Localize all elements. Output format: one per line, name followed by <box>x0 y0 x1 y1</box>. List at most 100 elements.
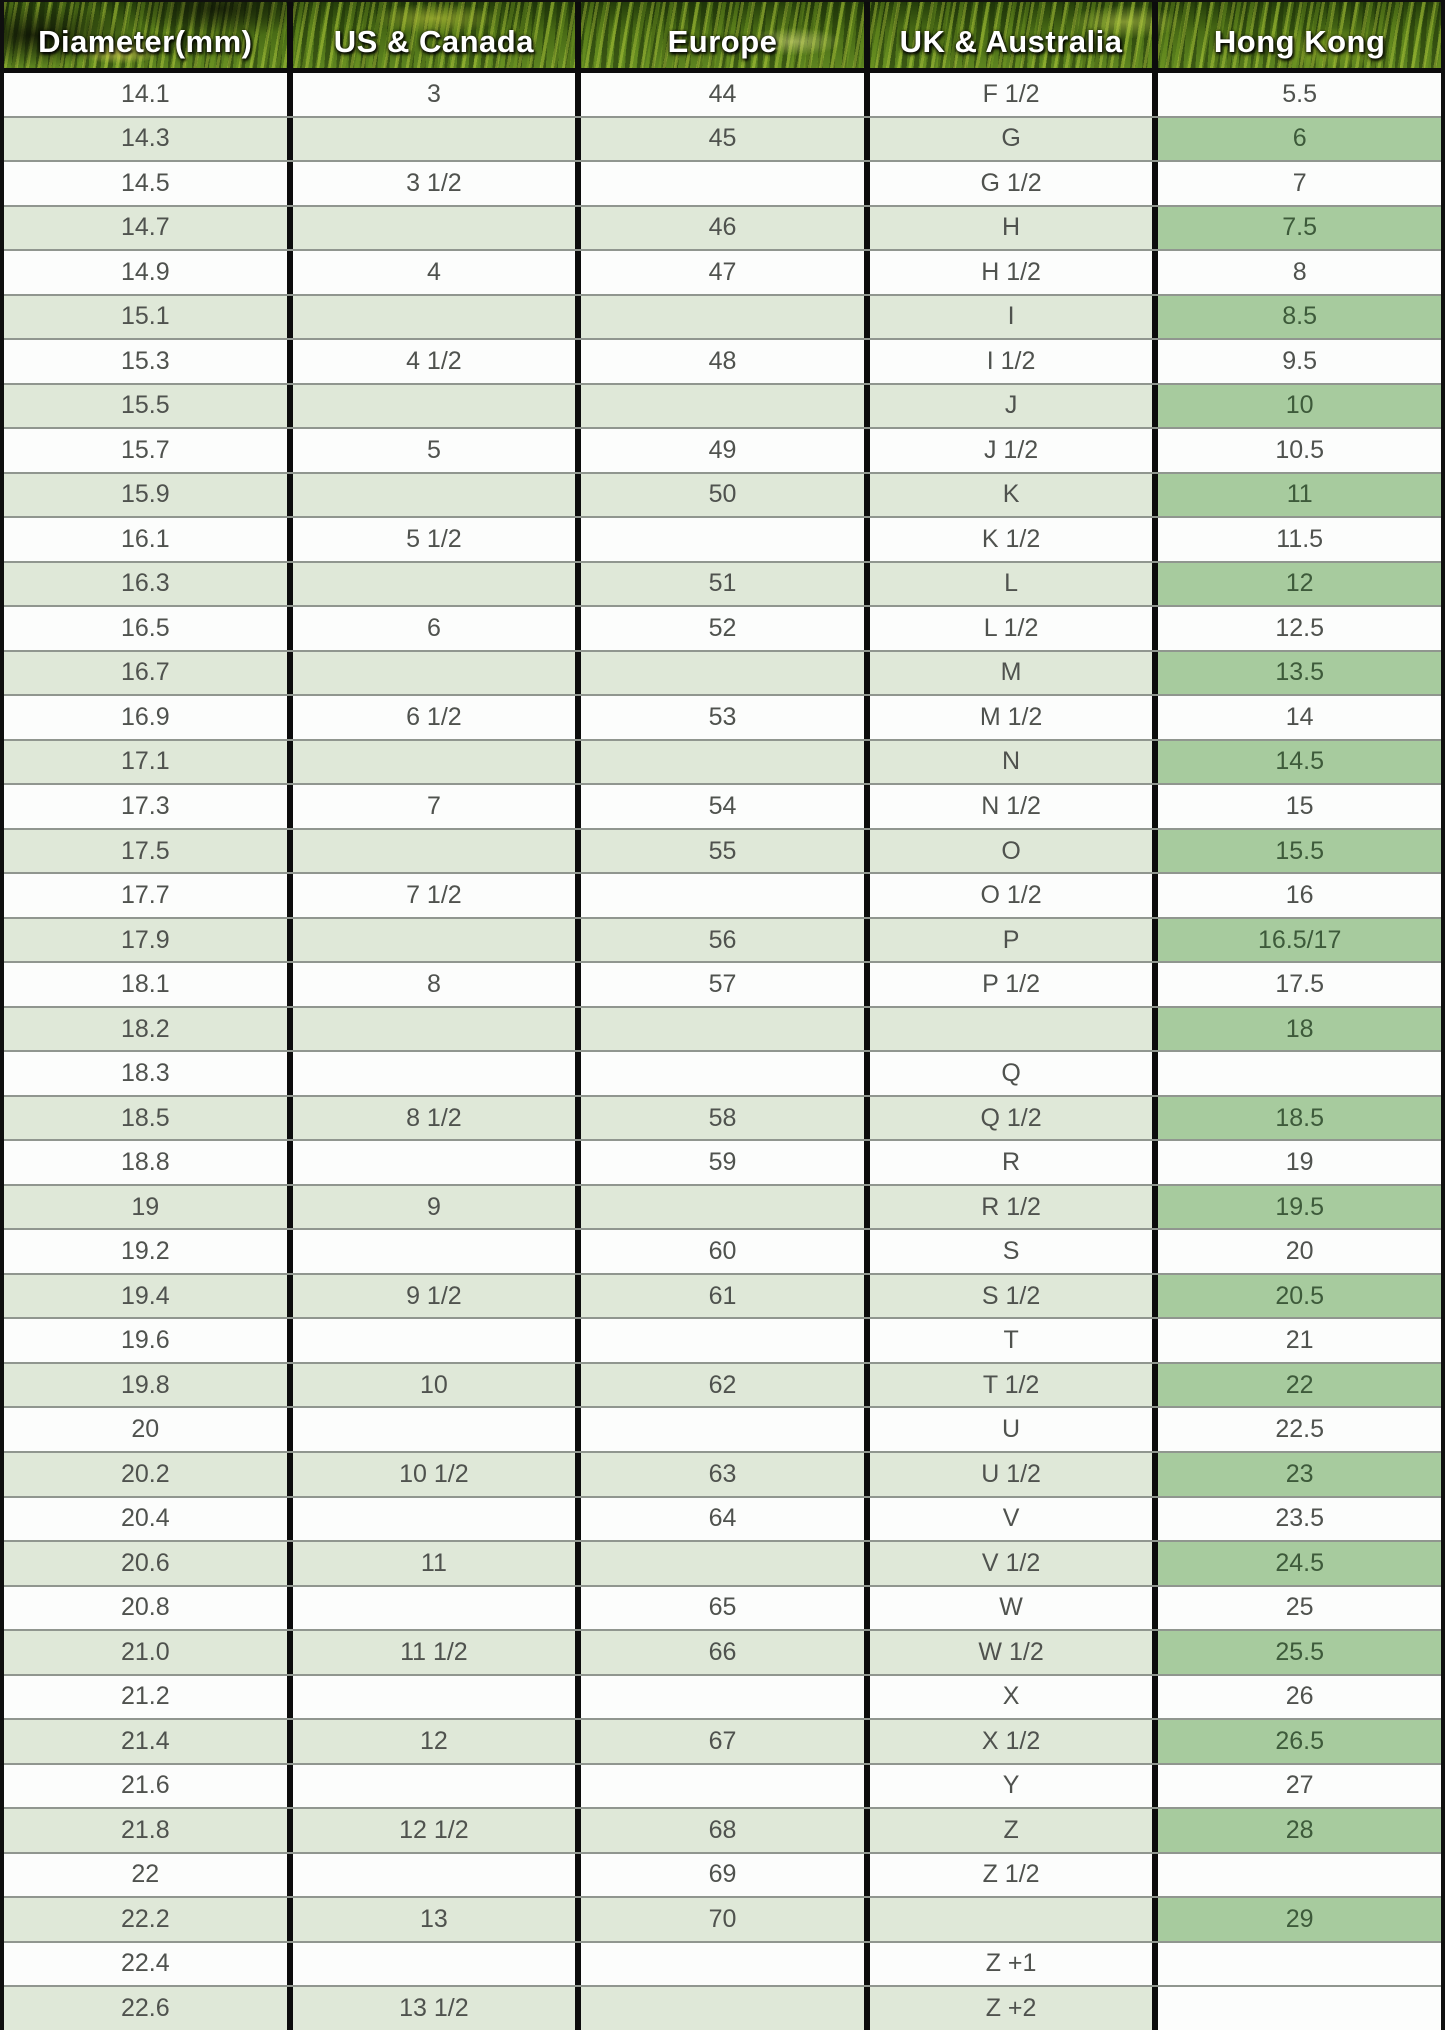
table-cell: 46 <box>581 206 870 250</box>
table-cell: H <box>870 206 1159 250</box>
table-cell: W 1/2 <box>870 1631 1159 1674</box>
table-cell: U <box>870 1408 1159 1451</box>
table-row: 22.6 13 1/2 Z +2 <box>4 1985 1441 2030</box>
table-cell: 12 <box>293 1720 582 1763</box>
table-cell: I <box>870 295 1159 339</box>
table-cell: 19.8 <box>4 1363 293 1407</box>
table-cell <box>293 1764 582 1808</box>
table-cell: P 1/2 <box>870 963 1159 1006</box>
table-cell: 11 1/2 <box>293 1631 582 1674</box>
table-cell: 19.2 <box>4 1230 293 1273</box>
table-row: 19 9 R 1/2 19.5 <box>4 1183 1441 1229</box>
table-row: 20.6 11 V 1/2 24.5 <box>4 1540 1441 1585</box>
table-row: 21.2 X 26 <box>4 1673 1441 1719</box>
table-row: 20.2 10 1/2 63 U 1/2 23 <box>4 1450 1441 1496</box>
table-row: 16.9 6 1/2 53 M 1/2 14 <box>4 694 1441 739</box>
table-row: 14.3 45 G 6 <box>4 115 1441 161</box>
table-cell: 62 <box>581 1363 870 1407</box>
table-cell: 10 1/2 <box>293 1452 582 1496</box>
table-cell: 58 <box>581 1096 870 1140</box>
table-cell: X <box>870 1675 1159 1719</box>
table-cell: 52 <box>581 607 870 650</box>
table-cell: S 1/2 <box>870 1274 1159 1318</box>
table-cell: 51 <box>581 562 870 606</box>
table-cell: 66 <box>581 1631 870 1674</box>
table-row: 21.8 12 1/2 68 Z 28 <box>4 1807 1441 1852</box>
table-cell: 21 <box>1285 1326 1314 1355</box>
table-cell <box>581 1408 870 1451</box>
table-cell: G <box>870 117 1159 161</box>
table-cell: 17.5 <box>1275 970 1324 999</box>
column-header-us-canada: US & Canada <box>293 2 582 68</box>
table-row: 15.5 J 10 <box>4 382 1441 428</box>
table-row: 18.3 Q <box>4 1050 1441 1095</box>
table-cell: 18 <box>1158 1007 1441 1051</box>
table-cell <box>1158 1987 1441 2030</box>
table-cell: 69 <box>581 1853 870 1897</box>
table-cell: M <box>870 651 1159 695</box>
table-cell: 23 <box>1158 1452 1441 1496</box>
table-cell <box>581 384 870 428</box>
table-cell <box>581 1185 870 1229</box>
table-cell <box>293 651 582 695</box>
table-cell: 13 <box>293 1898 582 1941</box>
table-cell: 9.5 <box>1282 346 1318 375</box>
table-cell: 19.4 <box>4 1274 293 1318</box>
table-cell: 6 <box>1158 117 1441 161</box>
table-cell: 15.5 <box>1158 829 1441 873</box>
table-cell: 60 <box>581 1230 870 1273</box>
table-row: 20.4 64 V 23.5 <box>4 1495 1441 1541</box>
table-cell <box>293 1497 582 1541</box>
table-cell: 11 <box>1158 473 1441 517</box>
table-cell: 16.5/17 <box>1158 918 1441 962</box>
table-cell: S <box>870 1230 1159 1273</box>
table-cell: 9 1/2 <box>293 1274 582 1318</box>
table-cell: 10.5 <box>1275 435 1324 464</box>
table-cell: W <box>870 1586 1159 1630</box>
table-cell: 8.5 <box>1158 295 1441 339</box>
table-cell: V 1/2 <box>870 1542 1159 1585</box>
table-cell <box>581 1764 870 1808</box>
table-cell: 15.3 <box>4 340 293 383</box>
table-cell: 14.9 <box>4 251 293 294</box>
table-cell <box>293 1230 582 1273</box>
table-row: 16.7 M 13.5 <box>4 649 1441 695</box>
table-cell: 22 <box>1158 1363 1441 1407</box>
table-cell <box>293 1675 582 1719</box>
table-cell <box>293 384 582 428</box>
table-row: 15.7 5 49 J 1/2 10.5 <box>4 427 1441 472</box>
table-cell: 20.8 <box>4 1586 293 1630</box>
table-row: 21.0 11 1/2 66 W 1/2 25.5 <box>4 1629 1441 1674</box>
table-cell: 20 <box>4 1408 293 1451</box>
table-cell: 14.5 <box>1158 740 1441 784</box>
table-cell: O 1/2 <box>870 874 1159 917</box>
table-cell: 59 <box>581 1141 870 1184</box>
table-cell: 61 <box>581 1274 870 1318</box>
table-cell: 22.4 <box>4 1942 293 1986</box>
table-cell: 13 1/2 <box>293 1987 582 2030</box>
table-cell: 22.2 <box>4 1898 293 1941</box>
table-cell <box>581 1052 870 1095</box>
table-row: 19.8 10 62 T 1/2 22 <box>4 1361 1441 1407</box>
table-cell: 56 <box>581 918 870 962</box>
table-cell: 45 <box>581 117 870 161</box>
table-cell: 8 <box>293 963 582 1006</box>
table-cell: 18.1 <box>4 963 293 1006</box>
table-cell <box>581 1675 870 1719</box>
table-body: 14.1 3 44 F 1/2 5.5 14.3 45 G 6 14.5 3 1/2 G 1/2 7 14… <box>4 73 1441 2030</box>
table-cell: N <box>870 740 1159 784</box>
table-cell: 15.9 <box>4 473 293 517</box>
table-cell: L <box>870 562 1159 606</box>
table-cell: K <box>870 473 1159 517</box>
table-cell <box>293 829 582 873</box>
table-cell <box>293 1052 582 1095</box>
table-cell: 57 <box>581 963 870 1006</box>
table-cell: 4 <box>293 251 582 294</box>
table-row: 14.7 46 H 7.5 <box>4 204 1441 250</box>
table-cell: 63 <box>581 1452 870 1496</box>
table-cell: 17.1 <box>4 740 293 784</box>
table-cell: 54 <box>581 785 870 828</box>
column-header-diameter: Diameter(mm) <box>4 2 293 68</box>
table-cell: L 1/2 <box>870 607 1159 650</box>
